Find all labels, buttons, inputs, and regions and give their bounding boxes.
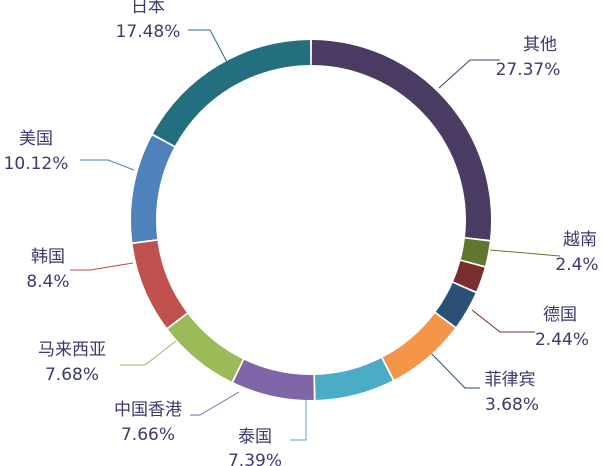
slice-name-label: 日本 xyxy=(131,0,165,17)
slice-value-label: 7.39% xyxy=(228,451,282,466)
slice-value-label: 2.4% xyxy=(555,255,598,275)
slice-name-label: 中国香港 xyxy=(114,400,182,420)
slice-name-label: 其他 xyxy=(523,35,557,55)
slice-value-label: 7.66% xyxy=(121,425,175,445)
slice-value-label: 8.4% xyxy=(26,272,69,292)
pie-slice xyxy=(233,359,314,400)
pie-slice xyxy=(311,40,491,240)
leader-line xyxy=(70,262,134,271)
pie-slice xyxy=(460,238,490,266)
slice-name-label: 泰国 xyxy=(238,427,272,447)
pie-slice xyxy=(131,135,175,243)
slice-name-label: 德国 xyxy=(543,305,577,325)
slice-value-label: 2.44% xyxy=(535,330,589,350)
leader-line xyxy=(80,159,135,171)
pie-slice xyxy=(453,261,485,292)
leader-line xyxy=(429,351,480,389)
slice-name-label: 美国 xyxy=(19,129,53,149)
leader-line xyxy=(120,340,177,366)
leader-line xyxy=(471,309,535,333)
pie-slice xyxy=(167,314,243,382)
pie-slice xyxy=(132,240,187,328)
slice-value-label: 17.48% xyxy=(116,22,181,42)
leader-line xyxy=(438,59,500,89)
leader-line xyxy=(489,249,561,257)
slice-name-label: 马来西亚 xyxy=(38,340,106,360)
leader-line xyxy=(290,398,307,441)
slice-name-label: 韩国 xyxy=(31,247,65,267)
slice-value-label: 27.37% xyxy=(496,60,561,80)
pie-slice xyxy=(152,40,311,146)
pie-slice xyxy=(435,282,476,327)
slice-value-label: 3.68% xyxy=(485,395,539,415)
slice-value-label: 10.12% xyxy=(4,154,69,174)
pie-slice xyxy=(382,313,455,380)
leader-line xyxy=(190,391,240,416)
slice-name-label: 菲律宾 xyxy=(485,370,536,390)
pie-slice xyxy=(315,358,393,400)
leader-line xyxy=(188,29,229,65)
slice-name-label: 越南 xyxy=(563,230,597,250)
slice-value-label: 7.68% xyxy=(45,365,99,385)
